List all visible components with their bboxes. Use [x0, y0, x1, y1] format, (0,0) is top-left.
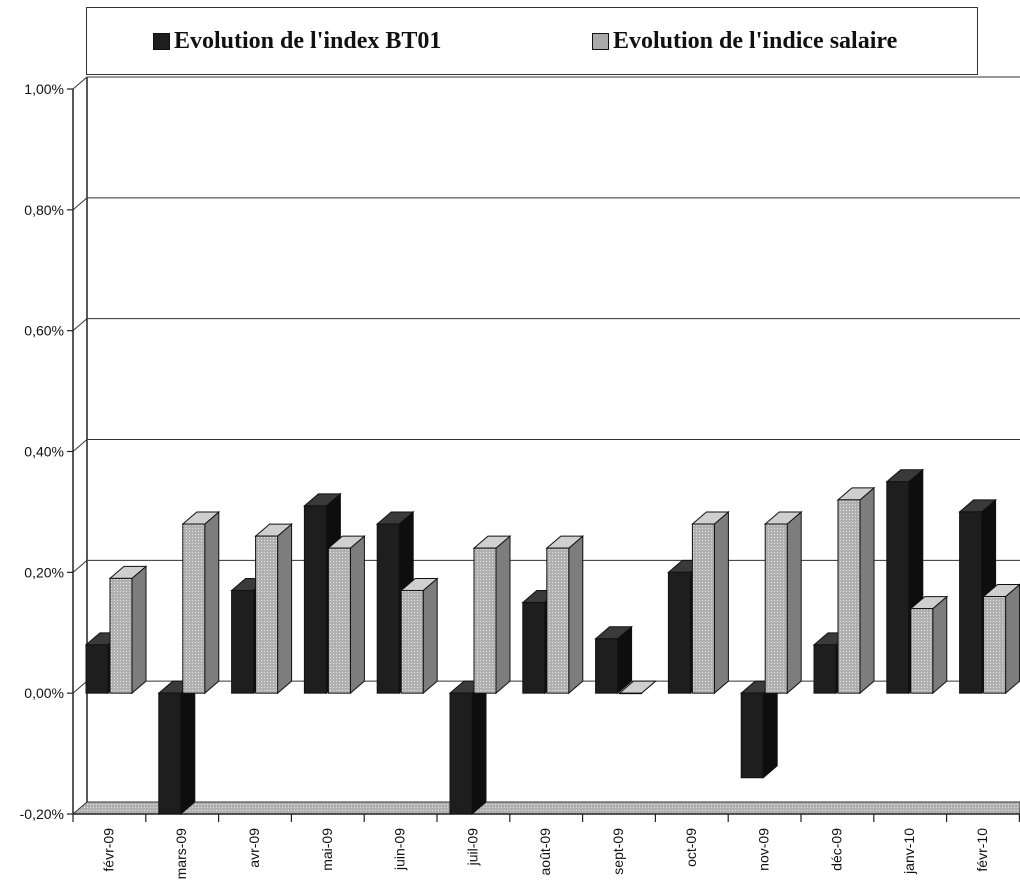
legend-swatch-bt01 — [153, 33, 170, 50]
gridline-side-5 — [72, 680, 88, 694]
legend-swatch-salaire — [592, 33, 609, 50]
bar-salaire-7 — [618, 680, 657, 695]
legend: Evolution de l'index BT01 Evolution de l… — [86, 7, 978, 75]
bar-salaire-2 — [254, 522, 293, 695]
y-tick-label-5: 0,00% — [24, 685, 64, 701]
legend-label-salaire: Evolution de l'indice salaire — [613, 28, 898, 54]
x-tick-label-10: déc-09 — [828, 828, 844, 871]
x-tick-label-4: juin-09 — [392, 828, 408, 871]
legend-item-salaire: Evolution de l'indice salaire — [592, 28, 897, 55]
bar-bt01-5 — [448, 680, 488, 816]
x-tick-label-7: sept-09 — [610, 828, 626, 875]
x-tick-label-9: nov-09 — [756, 828, 772, 871]
gridline-side-4 — [72, 559, 88, 573]
legend-item-bt01: Evolution de l'index BT01 — [153, 28, 441, 55]
gridline-side-0 — [72, 76, 88, 90]
y-tick-label-0: 1,00% — [24, 81, 64, 97]
y-tick-label-1: 0,80% — [24, 202, 64, 218]
bar-bt01-1 — [157, 680, 197, 816]
bar-bt01-9 — [739, 680, 779, 779]
x-tick-label-0: févr-09 — [100, 828, 116, 872]
y-tick-label-4: 0,20% — [24, 564, 64, 580]
legend-label-bt01: Evolution de l'index BT01 — [174, 28, 442, 54]
bar-salaire-12 — [982, 583, 1020, 695]
x-tick-label-11: janv-10 — [901, 828, 917, 875]
gridline-side-2 — [72, 318, 88, 332]
x-tick-label-6: août-09 — [537, 828, 553, 876]
bar-salaire-9 — [763, 510, 803, 695]
x-tick-label-8: oct-09 — [683, 828, 699, 867]
bar-salaire-10 — [836, 486, 876, 695]
chart-floor — [71, 801, 1020, 815]
bar-salaire-8 — [691, 510, 730, 695]
gridline-side-1 — [72, 197, 88, 211]
bar-salaire-3 — [327, 535, 366, 695]
y-tick-label-2: 0,60% — [24, 323, 64, 339]
x-tick-label-12: févr-10 — [974, 828, 990, 872]
y-tick-label-3: 0,40% — [24, 444, 64, 460]
bar-salaire-5 — [472, 535, 512, 695]
x-tick-label-3: mai-09 — [319, 828, 335, 871]
gridline-side-3 — [72, 439, 88, 452]
bar-salaire-1 — [181, 510, 221, 695]
bar-salaire-6 — [545, 535, 585, 695]
x-tick-label-5: juil-09 — [464, 828, 480, 867]
bar-salaire-4 — [399, 577, 439, 695]
x-tick-label-2: avr-09 — [246, 828, 262, 868]
bar-salaire-0 — [108, 565, 148, 695]
bar-bt01-7 — [594, 625, 633, 695]
bar-salaire-11 — [909, 595, 949, 695]
y-tick-label-6: -0,20% — [20, 806, 64, 822]
x-tick-label-1: mars-09 — [173, 828, 189, 880]
